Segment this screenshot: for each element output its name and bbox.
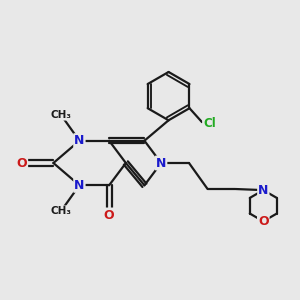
Text: O: O xyxy=(104,208,114,221)
Text: O: O xyxy=(258,215,268,228)
Text: N: N xyxy=(74,179,85,192)
Text: CH₃: CH₃ xyxy=(50,110,71,120)
Text: O: O xyxy=(16,157,27,169)
Text: N: N xyxy=(258,184,268,196)
Text: N: N xyxy=(156,157,166,169)
Text: CH₃: CH₃ xyxy=(50,206,71,216)
Text: N: N xyxy=(74,134,85,147)
Text: Cl: Cl xyxy=(203,118,216,130)
